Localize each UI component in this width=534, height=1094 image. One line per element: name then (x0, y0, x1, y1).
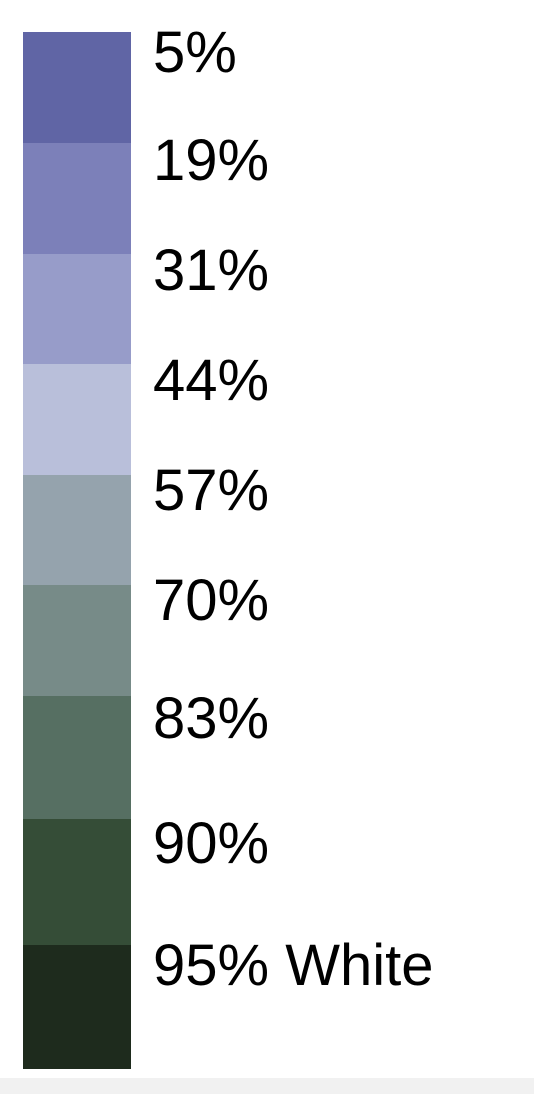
legend-label-1: 5% (153, 20, 237, 85)
legend-label-2: 19% (153, 128, 270, 193)
legend-swatch-8 (23, 819, 131, 945)
legend-swatch-5 (23, 475, 131, 585)
legend-swatch-1 (23, 32, 131, 143)
legend-swatch-3 (23, 254, 131, 364)
legend-swatch-9 (23, 945, 131, 1069)
legend-swatch-7 (23, 696, 131, 819)
legend-label-7: 83% (153, 686, 270, 751)
bottom-edge-strip (0, 1078, 534, 1094)
legend-label-6: 70% (153, 568, 270, 633)
legend-label-3: 31% (153, 238, 270, 303)
legend-label-4: 44% (153, 348, 270, 413)
legend-swatch-4 (23, 364, 131, 475)
legend-label-8: 90% (153, 811, 270, 876)
legend-swatch-2 (23, 143, 131, 254)
legend-label-5: 57% (153, 458, 270, 523)
legend-label-9: 95% White (153, 933, 434, 998)
legend-swatch-6 (23, 585, 131, 696)
